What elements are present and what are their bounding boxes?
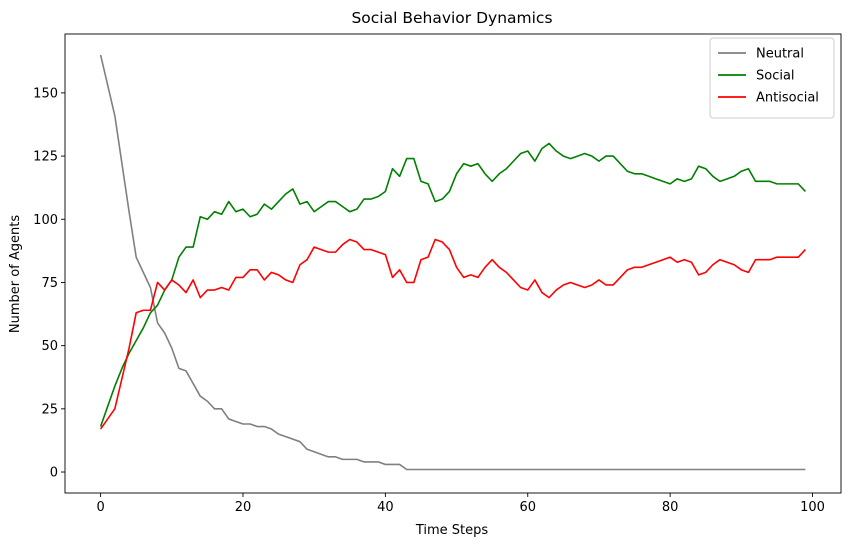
legend-label-antisocial: Antisocial xyxy=(756,91,819,106)
y-tick-label: 125 xyxy=(33,150,58,165)
legend-box xyxy=(709,37,835,119)
x-tick-label: 40 xyxy=(377,500,394,515)
y-tick-label: 50 xyxy=(41,339,58,354)
y-tick-label: 150 xyxy=(33,86,58,101)
y-tick-label: 25 xyxy=(41,402,58,417)
legend-label-neutral: Neutral xyxy=(756,47,804,62)
legend-label-social: Social xyxy=(756,69,795,84)
y-tick-label: 0 xyxy=(50,466,58,481)
y-axis-title: Number of Agents xyxy=(8,215,23,333)
x-tick-label: 100 xyxy=(800,500,825,515)
x-tick-label: 20 xyxy=(235,500,252,515)
series-line-antisocial xyxy=(99,238,806,430)
x-axis-title: Time Steps xyxy=(415,523,489,538)
legend: Neutral Social Antisocial xyxy=(709,37,835,119)
plot-area: 0 20 40 60 80 100 0 25 50 75 100 125 150 Neutral Socia… xyxy=(33,33,842,515)
x-tick-label: 80 xyxy=(662,500,679,515)
x-tick-label: 60 xyxy=(519,500,536,515)
x-tick-label: 0 xyxy=(96,500,104,515)
y-tick-label: 100 xyxy=(33,213,58,228)
chart-title: Social Behavior Dynamics xyxy=(351,9,552,27)
series-line-social xyxy=(99,142,806,427)
axes-frame xyxy=(64,33,842,494)
y-tick-label: 75 xyxy=(41,276,58,291)
series-line-neutral xyxy=(99,54,806,471)
